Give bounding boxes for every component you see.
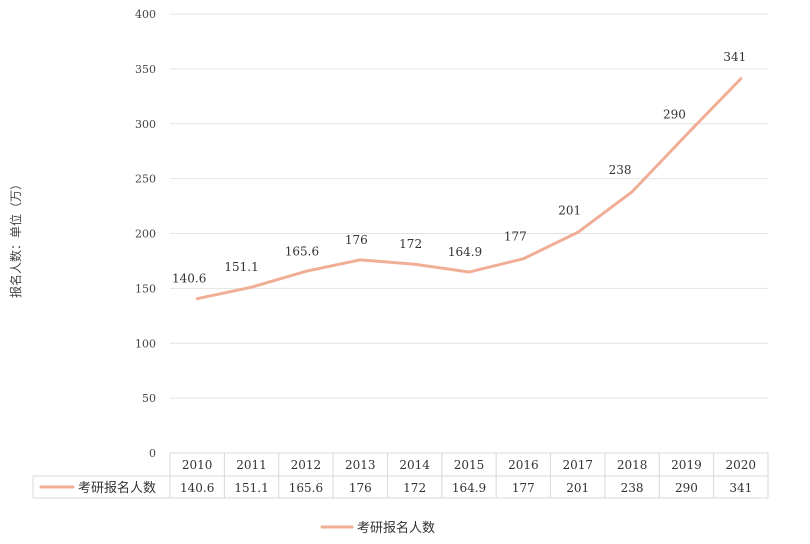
data-label: 290 bbox=[663, 108, 686, 122]
y-tick-label: 350 bbox=[135, 63, 156, 76]
table-value: 165.6 bbox=[289, 481, 323, 495]
y-tick-label: 400 bbox=[135, 8, 156, 21]
data-label: 177 bbox=[504, 230, 527, 244]
table-value: 176 bbox=[349, 481, 372, 495]
y-tick-label: 200 bbox=[135, 228, 156, 241]
y-tick-label: 250 bbox=[135, 173, 156, 186]
table-value: 290 bbox=[675, 481, 698, 495]
table-value: 140.6 bbox=[180, 481, 214, 495]
legend-label: 考研报名人数 bbox=[357, 520, 435, 536]
x-tick-label: 2015 bbox=[454, 458, 485, 472]
table-value: 201 bbox=[566, 481, 589, 495]
data-label: 165.6 bbox=[285, 244, 319, 258]
x-tick-label: 2013 bbox=[345, 458, 376, 472]
data-label: 172 bbox=[399, 237, 422, 251]
x-tick-label: 2011 bbox=[236, 458, 267, 472]
data-label: 176 bbox=[345, 233, 368, 247]
data-label: 140.6 bbox=[172, 272, 206, 286]
x-tick-label: 2012 bbox=[291, 458, 322, 472]
series-line bbox=[195, 77, 743, 301]
y-tick-label: 0 bbox=[149, 447, 156, 460]
data-label: 201 bbox=[558, 203, 581, 217]
data-label: 164.9 bbox=[448, 245, 482, 259]
y-axis-label: 报名人数：单位（万） bbox=[8, 178, 23, 298]
y-tick-label: 150 bbox=[135, 282, 156, 295]
x-tick-label: 2010 bbox=[182, 458, 213, 472]
table-value: 172 bbox=[403, 481, 426, 495]
table-value: 238 bbox=[621, 481, 644, 495]
y-tick-label: 100 bbox=[135, 337, 156, 350]
y-tick-label: 50 bbox=[142, 392, 156, 405]
data-label: 341 bbox=[723, 50, 746, 64]
table-series-name: 考研报名人数 bbox=[78, 480, 156, 496]
x-tick-label: 2017 bbox=[562, 458, 593, 472]
x-tick-label: 2016 bbox=[508, 458, 539, 472]
table-value: 164.9 bbox=[452, 481, 486, 495]
x-tick-label: 2014 bbox=[399, 458, 430, 472]
x-tick-label: 2018 bbox=[617, 458, 648, 472]
data-label: 238 bbox=[609, 163, 632, 177]
data-label: 151.1 bbox=[224, 260, 258, 274]
x-tick-label: 2019 bbox=[671, 458, 702, 472]
table-value: 341 bbox=[729, 481, 752, 495]
table-value: 151.1 bbox=[234, 481, 268, 495]
table-value: 177 bbox=[512, 481, 535, 495]
x-tick-label: 2020 bbox=[726, 458, 757, 472]
y-tick-label: 300 bbox=[135, 118, 156, 131]
